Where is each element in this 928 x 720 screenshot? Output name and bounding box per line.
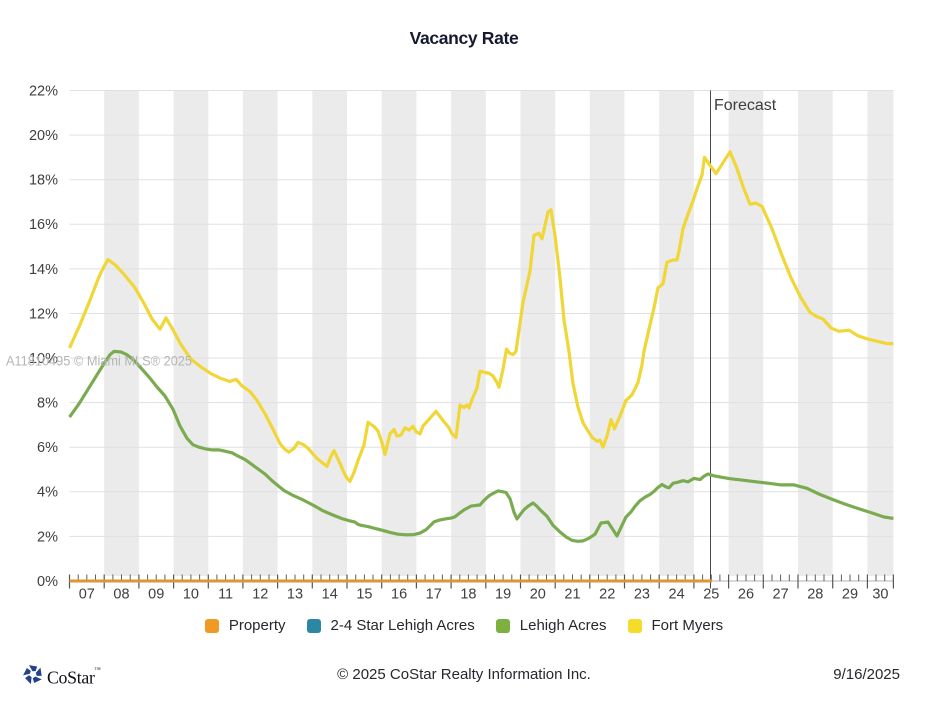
svg-text:12%: 12%: [29, 306, 58, 322]
svg-text:09: 09: [148, 586, 164, 602]
svg-text:14%: 14%: [29, 262, 58, 278]
svg-text:6%: 6%: [37, 440, 58, 456]
svg-text:19: 19: [495, 586, 511, 602]
svg-text:0%: 0%: [37, 574, 58, 590]
svg-text:4%: 4%: [37, 485, 58, 501]
svg-text:29: 29: [842, 586, 858, 602]
svg-text:22%: 22%: [29, 83, 58, 99]
svg-text:CoStar: CoStar: [47, 668, 95, 688]
svg-text:24: 24: [669, 586, 685, 602]
svg-text:12: 12: [252, 586, 268, 602]
svg-text:15: 15: [356, 586, 372, 602]
svg-text:16: 16: [391, 586, 407, 602]
svg-text:28: 28: [807, 586, 823, 602]
svg-text:20: 20: [530, 586, 546, 602]
svg-text:10: 10: [183, 586, 199, 602]
svg-text:17: 17: [426, 586, 442, 602]
svg-text:14: 14: [322, 586, 338, 602]
svg-text:Forecast: Forecast: [714, 97, 777, 114]
svg-text:2%: 2%: [37, 529, 58, 545]
svg-text:07: 07: [79, 586, 95, 602]
svg-text:27: 27: [773, 586, 789, 602]
svg-text:11: 11: [218, 586, 233, 602]
svg-text:21: 21: [564, 586, 580, 602]
svg-text:18%: 18%: [29, 173, 58, 189]
svg-text:8%: 8%: [37, 396, 58, 412]
svg-text:10%: 10%: [29, 351, 58, 367]
svg-text:™: ™: [95, 667, 102, 674]
svg-text:23: 23: [634, 586, 650, 602]
svg-text:18: 18: [460, 586, 476, 602]
svg-text:30: 30: [872, 586, 888, 602]
svg-text:A11810495 © Miami MLS® 2025: A11810495 © Miami MLS® 2025: [6, 353, 192, 369]
svg-text:16%: 16%: [29, 217, 58, 233]
svg-text:25: 25: [703, 586, 719, 602]
svg-text:08: 08: [113, 586, 129, 602]
svg-text:22: 22: [599, 586, 615, 602]
svg-text:26: 26: [738, 586, 754, 602]
svg-text:13: 13: [287, 586, 303, 602]
svg-text:20%: 20%: [29, 128, 58, 144]
